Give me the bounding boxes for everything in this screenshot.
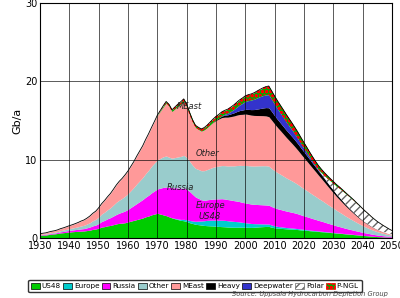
Text: Europe: Europe xyxy=(195,201,225,210)
Text: US48: US48 xyxy=(199,212,221,221)
Y-axis label: Gb/a: Gb/a xyxy=(12,108,22,134)
Text: Other: Other xyxy=(195,149,219,158)
Text: Russia: Russia xyxy=(167,183,194,192)
Text: Source: Uppsala Hydrocarbon Depletion Group: Source: Uppsala Hydrocarbon Depletion Gr… xyxy=(232,290,388,297)
Legend: US48, Europe, Russia, Other, MEast, Heavy, Deepwater, Polar, P-NGL: US48, Europe, Russia, Other, MEast, Heav… xyxy=(28,280,362,292)
Text: MEast: MEast xyxy=(177,102,202,111)
